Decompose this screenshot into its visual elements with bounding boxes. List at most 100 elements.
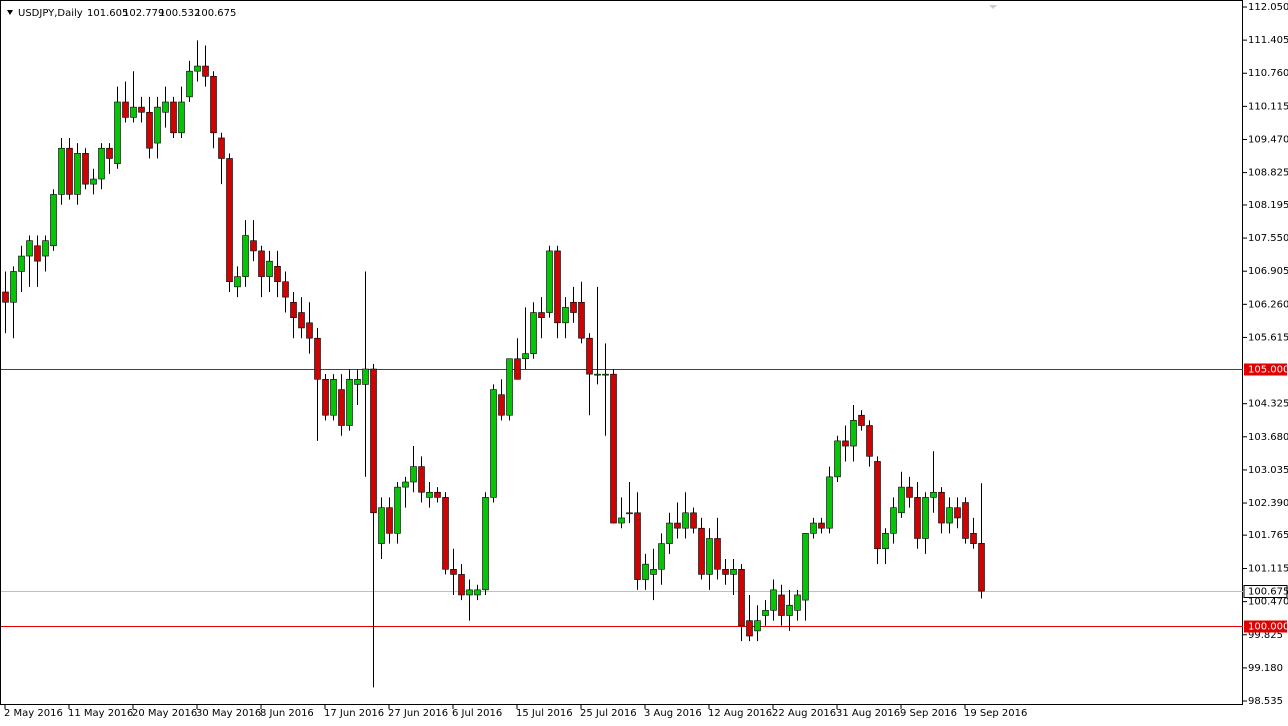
candle-body — [130, 106, 137, 118]
candle-body — [586, 337, 593, 375]
candle-body — [866, 425, 873, 457]
candle-body — [266, 260, 273, 277]
candle-body — [186, 70, 193, 98]
candle-body — [962, 502, 969, 539]
candle-body — [906, 486, 913, 498]
candle-body — [210, 76, 217, 134]
x-tick-label: 17 Jun 2016 — [324, 708, 384, 719]
candle-body — [42, 240, 49, 257]
candle-body — [82, 153, 89, 185]
y-tick-label: 98.535 — [1248, 696, 1283, 707]
y-tick-label: 104.325 — [1248, 399, 1288, 410]
candle-body — [66, 147, 73, 195]
candle-body — [602, 373, 609, 376]
y-tick-label: 105.615 — [1248, 332, 1288, 343]
y-tick-label: 108.195 — [1248, 200, 1288, 211]
candle-body — [570, 301, 577, 313]
x-tick-label: 20 May 2016 — [132, 708, 197, 719]
candle-body — [90, 178, 97, 185]
candle-body — [314, 337, 321, 380]
candle-body — [530, 312, 537, 354]
candle-body — [786, 604, 793, 616]
candle-body — [682, 512, 689, 529]
menu-arrow[interactable] — [7, 10, 13, 15]
candle-body — [226, 158, 233, 283]
header-high: 102.779 — [123, 8, 164, 19]
y-tick-label: 107.550 — [1248, 233, 1288, 244]
candle-body — [674, 522, 681, 529]
candle-body — [194, 65, 201, 72]
candle-body — [138, 106, 145, 113]
candle-body — [834, 440, 841, 478]
candle-body — [98, 147, 105, 180]
y-tick-label: 100.470 — [1248, 597, 1288, 608]
level-tag — [1244, 363, 1287, 376]
x-tick-label: 15 Jul 2016 — [516, 708, 573, 719]
x-tick-label: 3 Aug 2016 — [644, 708, 702, 719]
candle-body — [842, 440, 849, 447]
candle-body — [642, 563, 649, 580]
x-tick-label: 9 Sep 2016 — [900, 708, 957, 719]
y-tick-label: 108.825 — [1248, 168, 1288, 179]
level-label: 100.000 — [1248, 622, 1288, 633]
candle-body — [666, 522, 673, 544]
candle-body — [690, 512, 697, 529]
y-tick-label: 99.825 — [1248, 630, 1283, 641]
candle-body — [578, 301, 585, 339]
candle-body — [466, 589, 473, 596]
candle-body — [922, 497, 929, 539]
candle-body — [386, 507, 393, 534]
candle-body — [970, 533, 977, 544]
candle-body — [538, 312, 545, 318]
level-label: 105.000 — [1248, 365, 1288, 376]
candle-body — [826, 476, 833, 529]
candle-body — [626, 512, 633, 515]
candle-body — [218, 137, 225, 159]
y-tick-label: 106.905 — [1248, 266, 1288, 277]
y-tick-label: 110.115 — [1248, 101, 1288, 112]
candle-body — [810, 522, 817, 534]
candle-body — [482, 497, 489, 591]
y-tick-label: 109.470 — [1248, 134, 1288, 145]
x-tick-label: 25 Jul 2016 — [580, 708, 637, 719]
candle-body — [154, 106, 161, 144]
x-tick-label: 6 Jul 2016 — [452, 708, 502, 719]
candle-body — [450, 568, 457, 575]
candle-body — [722, 568, 729, 575]
candle-body — [946, 507, 953, 524]
candle-body — [162, 101, 169, 113]
candle-body — [794, 594, 801, 611]
candle-body — [146, 111, 153, 149]
candle-body — [346, 378, 353, 426]
candle-body — [122, 101, 129, 118]
candle-body — [58, 147, 65, 195]
candle-body — [650, 568, 657, 575]
candle-body — [290, 301, 297, 318]
y-tick-label: 106.260 — [1248, 299, 1288, 310]
candle-body — [338, 389, 345, 426]
candle-body — [778, 594, 785, 616]
candle-body — [746, 620, 753, 637]
candle-body — [458, 574, 465, 596]
y-tick-label: 110.760 — [1248, 68, 1288, 79]
x-tick-label: 27 Jun 2016 — [388, 708, 448, 719]
candle-body — [322, 378, 329, 416]
candle-body — [490, 389, 497, 498]
price-tag — [1243, 585, 1288, 598]
candle-body — [434, 491, 441, 498]
candle-body — [298, 312, 305, 329]
candle-body — [498, 394, 505, 416]
y-tick-label: 101.115 — [1248, 564, 1288, 575]
header-open: 101.605 — [87, 8, 128, 19]
candle-body — [546, 250, 553, 313]
candle-body — [34, 245, 41, 262]
y-tick-label: 99.180 — [1248, 663, 1283, 674]
y-tick-label: 103.680 — [1248, 432, 1288, 443]
candle-body — [930, 491, 937, 498]
level-tag — [1244, 620, 1287, 633]
candle-body — [514, 358, 521, 380]
candle-body — [802, 533, 809, 601]
candle-body — [858, 414, 865, 426]
candle-body — [50, 194, 57, 247]
